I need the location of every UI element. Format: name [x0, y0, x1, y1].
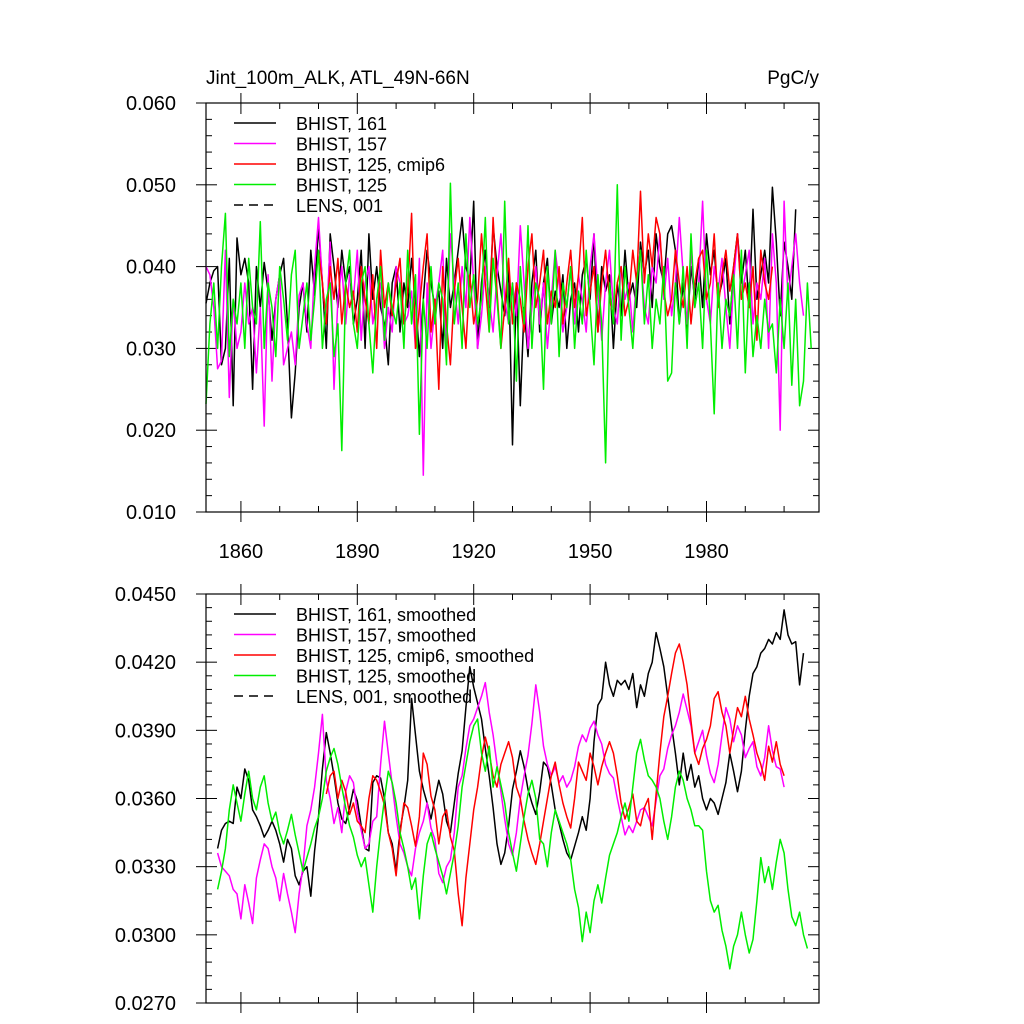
top-ticks: 0.010 0.020 0.030 0.040 0.050 0.060 1860 1890 19…	[126, 93, 819, 563]
legend-label: BHIST, 125, cmip6, smoothed	[296, 646, 534, 666]
y-tick-label: 0.050	[126, 175, 176, 197]
legend-label: LENS, 001	[296, 196, 383, 216]
legend-label: BHIST, 161, smoothed	[296, 605, 476, 625]
x-tick-label: 1980	[684, 541, 729, 563]
y-tick-label: 0.030	[126, 338, 176, 360]
series-line-2	[325, 643, 785, 927]
series-line-2	[317, 190, 774, 391]
legend-label: BHIST, 161	[296, 114, 387, 134]
legend-label: BHIST, 157	[296, 135, 387, 155]
series-line-1	[216, 681, 785, 934]
series-line-3	[216, 718, 809, 970]
y-tick-label: 0.0300	[115, 925, 176, 947]
series-line-3	[205, 182, 812, 464]
x-tick-label: 1890	[335, 541, 380, 563]
y-tick-label: 0.020	[126, 420, 176, 442]
legend-label: BHIST, 125	[296, 176, 387, 196]
bottom-panel: 0.0270 0.0300 0.0330 0.0360 0.0390 0.0420 0.04…	[115, 584, 820, 1015]
y-tick-label: 0.0390	[115, 720, 176, 742]
x-tick-label: 1950	[568, 541, 613, 563]
y-tick-label: 0.0270	[115, 993, 176, 1015]
y-tick-label: 0.060	[126, 93, 176, 115]
series-line-0	[205, 186, 797, 446]
x-tick-label: 1920	[451, 541, 496, 563]
y-tick-label: 0.040	[126, 257, 176, 279]
y-tick-label: 0.0420	[115, 652, 176, 674]
bottom-plot-frame	[205, 593, 820, 1004]
top-panel: Jint_100m_ALK, ATL_49N-66N PgC/y 0.0100.…	[126, 68, 820, 563]
top-series	[205, 182, 812, 476]
legend-label: BHIST, 157, smoothed	[296, 626, 476, 646]
legend-label: BHIST, 125, smoothed	[296, 667, 476, 687]
y-tick-label: 0.0360	[115, 789, 176, 811]
legend-label: BHIST, 125, cmip6	[296, 155, 445, 175]
top-title: Jint_100m_ALK, ATL_49N-66N	[206, 68, 470, 89]
x-tick-label: 1860	[219, 541, 264, 563]
top-plot-frame	[205, 102, 820, 513]
y-tick-label: 0.010	[126, 502, 176, 524]
top-units: PgC/y	[767, 68, 819, 89]
bottom-series	[216, 609, 809, 970]
series-line-0	[216, 609, 805, 897]
legend-label: LENS, 001, smoothed	[296, 687, 472, 707]
y-tick-label: 0.0330	[115, 857, 176, 879]
y-tick-label: 0.0450	[115, 584, 176, 606]
